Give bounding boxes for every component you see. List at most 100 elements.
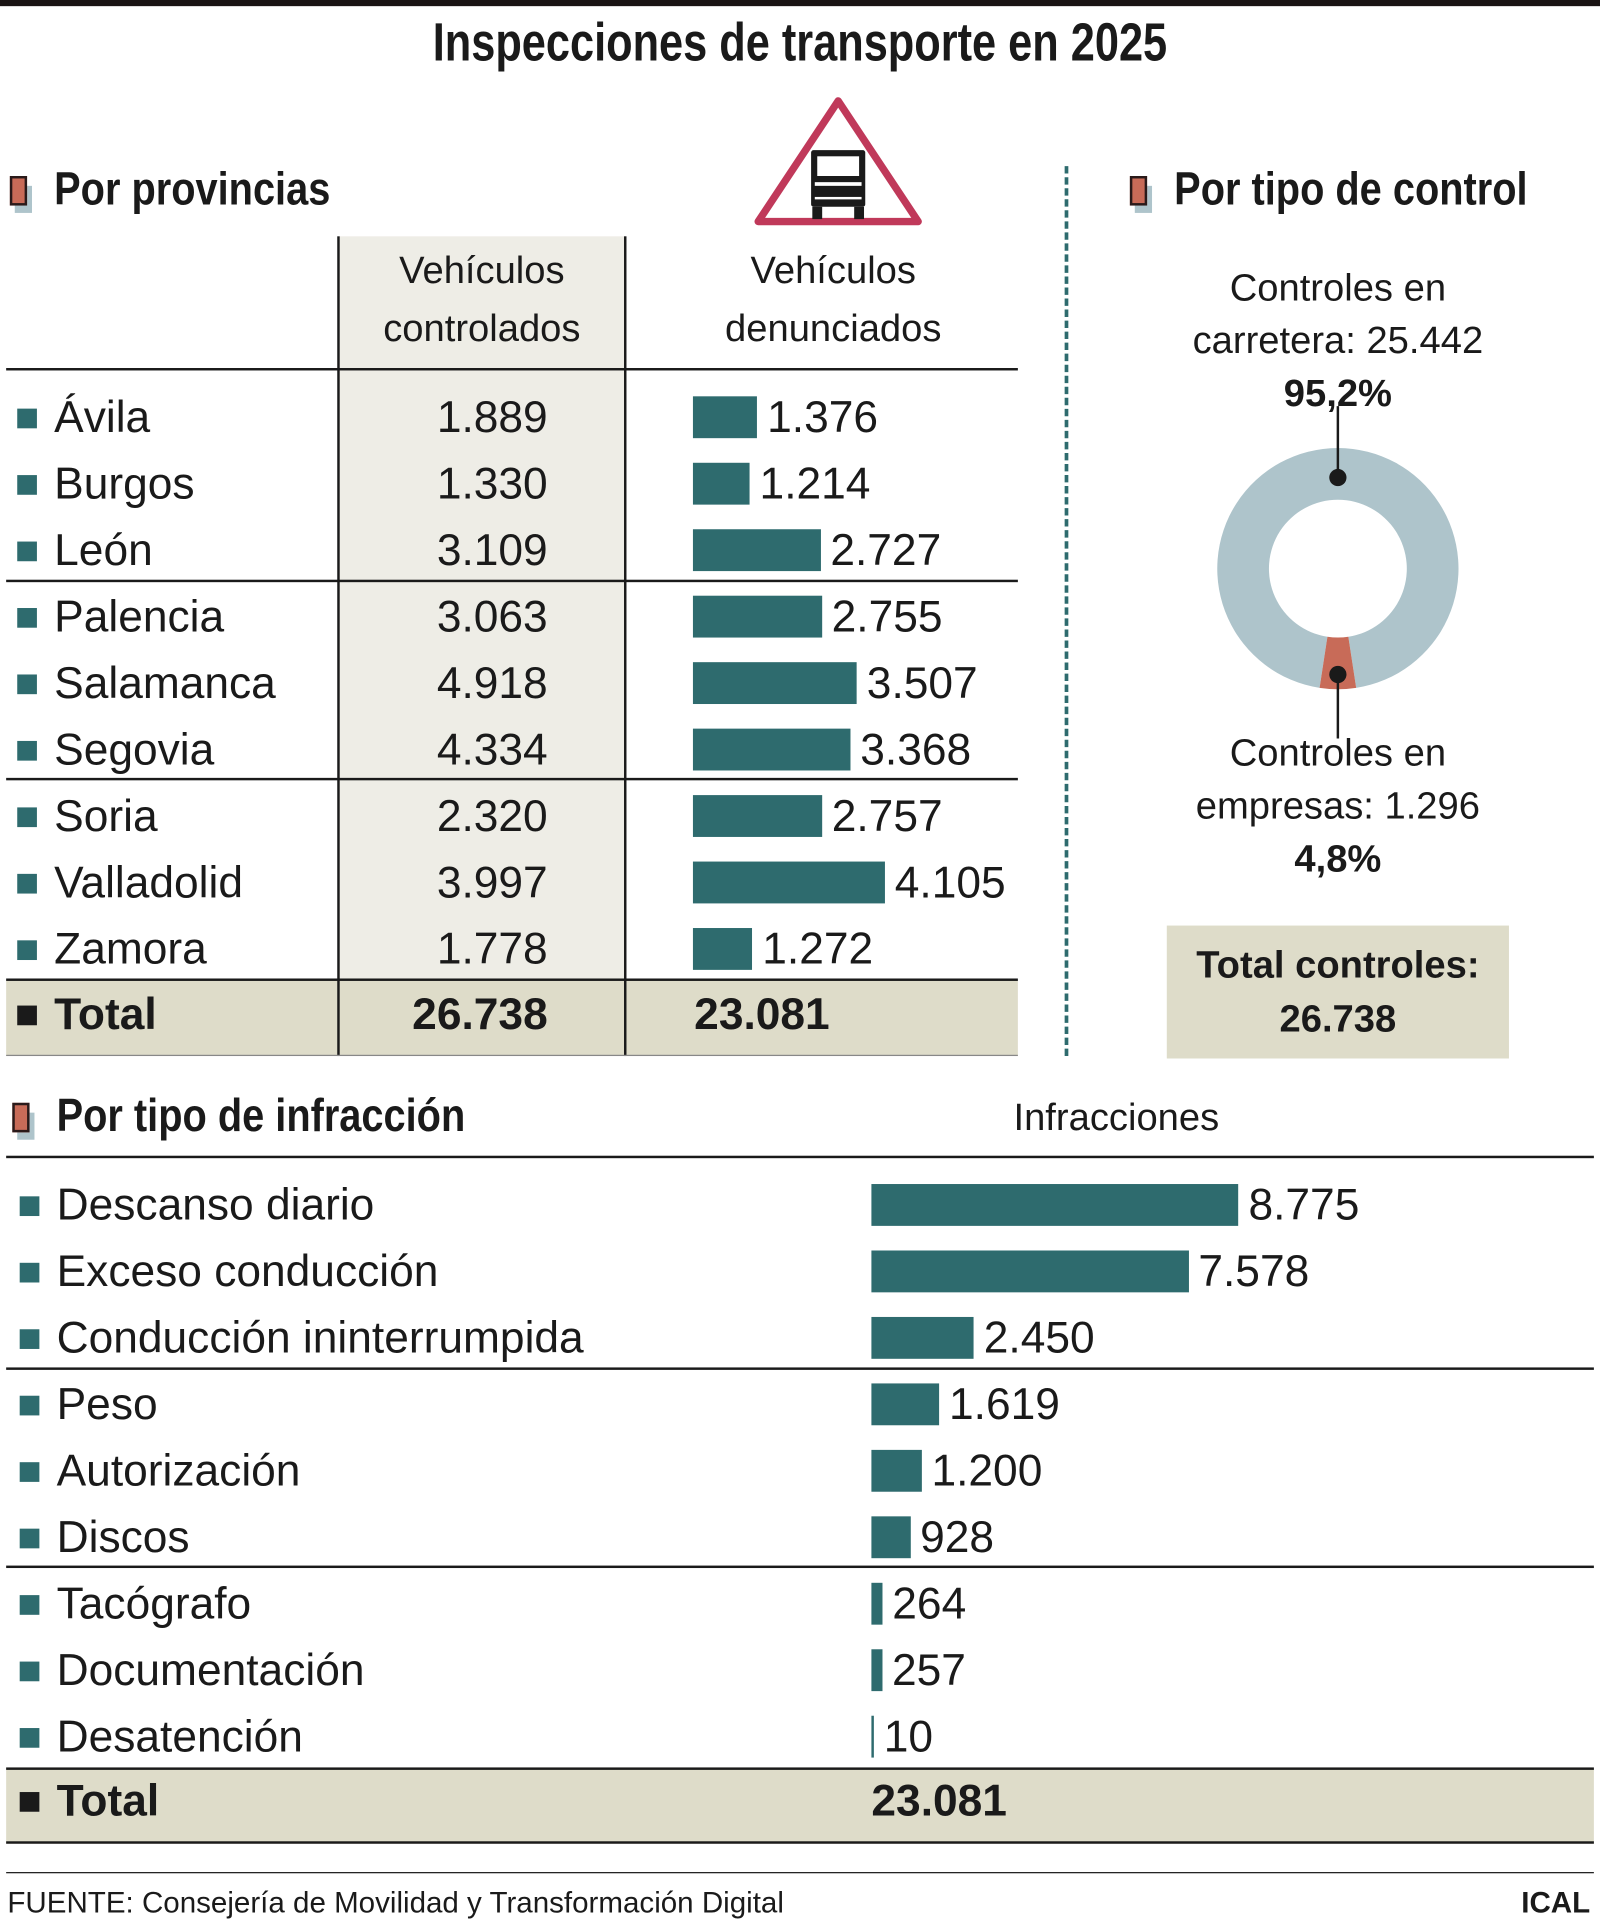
infraccion-total-label: Total bbox=[56, 1774, 160, 1826]
controlados-column-shade bbox=[338, 236, 626, 980]
denunciados-bar bbox=[692, 396, 758, 439]
infraccion-heading: Por tipo de infracción bbox=[56, 1090, 466, 1143]
infraccion-name: Descanso diario bbox=[56, 1179, 375, 1230]
empresas-pct: 4,8% bbox=[1294, 836, 1382, 881]
infraccion-value: 1.200 bbox=[931, 1444, 1043, 1496]
province-name: Segovia bbox=[54, 723, 215, 775]
control-heading: Por tipo de control bbox=[1174, 163, 1528, 216]
denunciados-value: 1.376 bbox=[767, 391, 879, 442]
donut-slice-carretera bbox=[1217, 448, 1459, 688]
province-name: Soria bbox=[54, 790, 158, 841]
empresas-leader-dot bbox=[1329, 665, 1347, 684]
province-name: León bbox=[54, 524, 153, 575]
controlados-value: 1.889 bbox=[436, 391, 548, 442]
header-rule bbox=[6, 1155, 1594, 1159]
row-bullet bbox=[19, 1196, 40, 1217]
controlados-value: 3.997 bbox=[436, 856, 548, 908]
controlados-value: 1.778 bbox=[436, 923, 548, 974]
infraccion-name: Autorización bbox=[56, 1444, 301, 1496]
total-bullet bbox=[17, 1005, 37, 1026]
infraccion-name: Tacógrafo bbox=[56, 1577, 252, 1629]
controlados-value: 4.334 bbox=[436, 723, 548, 775]
infraccion-name: Discos bbox=[56, 1511, 190, 1562]
infraccion-value: 7.578 bbox=[1198, 1245, 1310, 1297]
group-rule bbox=[6, 777, 1018, 781]
donut-slice-empresas bbox=[1319, 636, 1357, 690]
total-controlados: 26.738 bbox=[412, 988, 548, 1039]
province-name: Palencia bbox=[54, 590, 225, 642]
row-bullet bbox=[17, 873, 37, 894]
row-bullet bbox=[19, 1661, 40, 1682]
group-rule bbox=[6, 1565, 1594, 1569]
infraccion-value: 1.619 bbox=[948, 1378, 1060, 1429]
title-text: Inspecciones de transporte en 2025 bbox=[432, 12, 1168, 73]
row-bullet bbox=[17, 608, 37, 628]
section-marker-icon bbox=[1129, 176, 1153, 213]
controlados-value: 4.918 bbox=[436, 657, 548, 708]
section-separator bbox=[1064, 166, 1069, 1057]
infraccion-name: Conducción ininterrumpida bbox=[56, 1312, 584, 1363]
denunciados-bar bbox=[692, 928, 753, 970]
infraccion-total-shade bbox=[6, 1767, 1594, 1844]
infraccion-bar bbox=[871, 1516, 911, 1559]
row-bullet bbox=[19, 1395, 40, 1416]
row-bullet bbox=[17, 674, 37, 695]
controlados-value: 3.063 bbox=[436, 590, 548, 642]
denunciados-value: 1.214 bbox=[759, 457, 871, 509]
footer-rule bbox=[6, 1872, 1594, 1874]
denunciados-value: 2.757 bbox=[831, 790, 943, 841]
row-bullet bbox=[19, 1528, 40, 1549]
controlados-value: 1.330 bbox=[436, 457, 548, 509]
infraccion-name: Exceso conducción bbox=[56, 1245, 439, 1297]
infraccion-bar bbox=[871, 1250, 1189, 1293]
column-divider bbox=[624, 236, 627, 1057]
top-rule bbox=[0, 0, 1600, 7]
col-header-controlados: Vehículos controlados bbox=[383, 248, 581, 350]
denunciados-bar bbox=[692, 529, 821, 572]
total-denunciados: 23.081 bbox=[694, 988, 830, 1039]
denunciados-bar bbox=[692, 595, 822, 638]
denunciados-value: 3.368 bbox=[860, 723, 972, 775]
denunciados-bar bbox=[692, 728, 851, 771]
row-bullet bbox=[17, 541, 37, 562]
denunciados-value: 2.727 bbox=[830, 524, 942, 575]
infraccion-bar bbox=[871, 1184, 1239, 1226]
carretera-label: Controles en carretera: 25.442 95,2% bbox=[1153, 261, 1522, 420]
infraccion-name: Documentación bbox=[56, 1644, 365, 1695]
row-bullet bbox=[17, 740, 37, 761]
provincias-total-label: Total bbox=[54, 988, 157, 1039]
controlados-value: 2.320 bbox=[436, 790, 548, 841]
denunciados-bar bbox=[692, 462, 750, 505]
denunciados-bar bbox=[692, 662, 857, 705]
carretera-leader-dot bbox=[1329, 468, 1347, 487]
source-text: FUENTE: Consejería de Movilidad y Transf… bbox=[7, 1886, 784, 1921]
infraccion-bar bbox=[871, 1649, 883, 1692]
truck-warning-triangle-icon bbox=[754, 97, 922, 226]
total-rule bbox=[6, 978, 1018, 981]
provincias-total-shade bbox=[6, 979, 1018, 1057]
province-name: Burgos bbox=[54, 457, 195, 509]
province-name: Salamanca bbox=[54, 657, 276, 708]
denunciados-bar bbox=[692, 795, 822, 837]
row-bullet bbox=[19, 1728, 40, 1748]
denunciados-bar bbox=[692, 861, 885, 904]
infraccion-bar bbox=[871, 1715, 874, 1758]
infraccion-name: Desatención bbox=[56, 1710, 303, 1762]
group-rule bbox=[6, 579, 1018, 583]
infraccion-total-value: 23.081 bbox=[871, 1774, 1007, 1826]
provincias-heading: Por provincias bbox=[54, 163, 331, 216]
province-name: Zamora bbox=[54, 923, 207, 974]
infraccion-value: 8.775 bbox=[1248, 1179, 1360, 1230]
bottom-rule bbox=[6, 1054, 1018, 1057]
page-title: Inspecciones de transporte en 2025 bbox=[0, 12, 1600, 74]
row-bullet bbox=[19, 1462, 40, 1482]
province-name: Valladolid bbox=[54, 856, 244, 908]
empresas-label: Controles en empresas: 1.296 4,8% bbox=[1153, 726, 1522, 885]
header-rule bbox=[6, 368, 1018, 371]
section-marker-icon bbox=[12, 1102, 35, 1140]
infraccion-value: 2.450 bbox=[983, 1312, 1095, 1363]
controlados-value: 3.109 bbox=[436, 524, 548, 575]
denunciados-value: 4.105 bbox=[894, 856, 1006, 908]
control-donut-chart bbox=[1217, 406, 1459, 739]
